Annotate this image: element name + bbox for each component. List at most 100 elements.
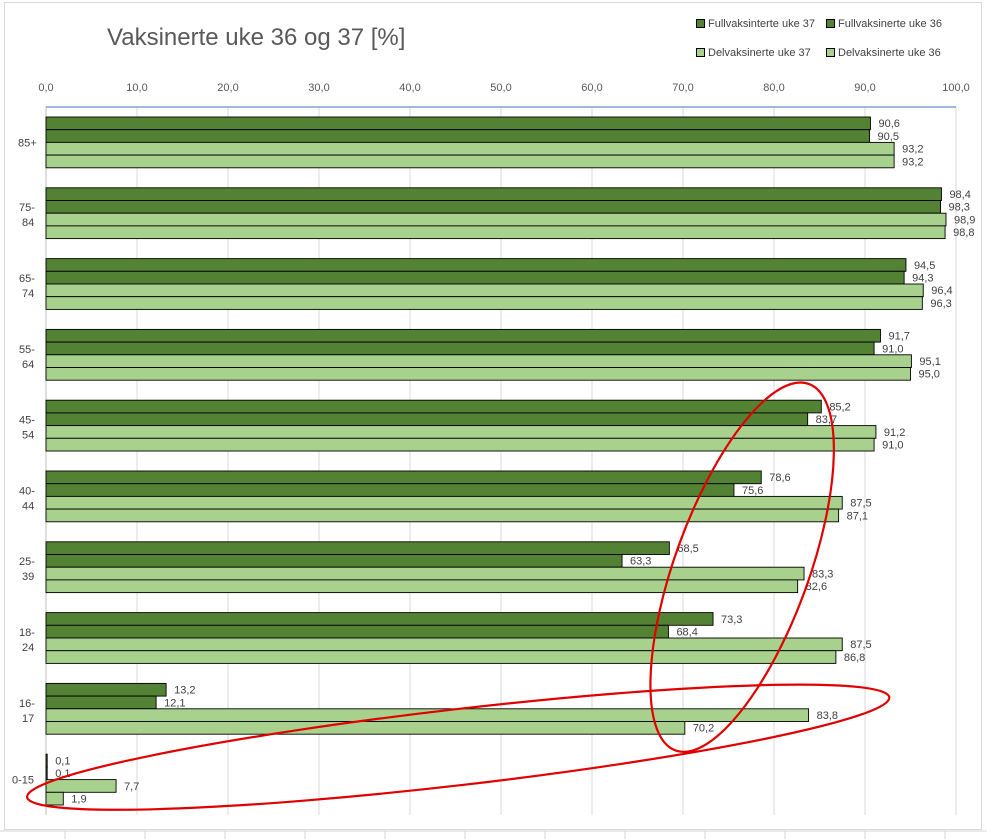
data-label: 83,8 <box>817 710 838 722</box>
bar <box>45 200 941 214</box>
data-label: 90,6 <box>878 118 899 130</box>
legend-item: Delvaksinerte uke 37 <box>696 47 811 59</box>
bar <box>45 554 623 568</box>
bar <box>45 508 840 523</box>
data-label: 98,8 <box>953 227 974 239</box>
data-label: 82,6 <box>806 581 827 593</box>
bar <box>45 283 924 298</box>
bar <box>45 779 117 793</box>
annotation-ellipse <box>649 381 835 753</box>
category-label: 44 <box>22 500 34 512</box>
data-label: 98,9 <box>954 214 975 226</box>
legend-label: Fullvaksinterte uke 37 <box>708 18 815 30</box>
data-label: 98,4 <box>949 189 970 201</box>
chart-title: Vaksinerte uke 36 og 37 [%] <box>107 24 406 51</box>
bar <box>45 412 809 427</box>
data-label: 0,1 <box>55 755 70 767</box>
bar <box>45 296 923 310</box>
legend-label: Delvaksinerte uke 36 <box>838 47 941 59</box>
data-label: 86,8 <box>844 652 865 664</box>
data-label: 75,6 <box>742 485 763 497</box>
bar <box>45 624 669 639</box>
category-label: 54 <box>22 430 34 442</box>
data-label: 68,5 <box>677 543 698 555</box>
data-label: 68,4 <box>676 627 697 639</box>
data-label: 87,1 <box>847 510 868 522</box>
category-label: 55- <box>19 344 35 356</box>
x-tick-label: 70,0 <box>672 82 693 94</box>
category-label: 16- <box>19 698 35 710</box>
category-label: 18- <box>19 627 35 639</box>
bar <box>45 470 762 485</box>
x-tick-label: 60,0 <box>581 82 602 94</box>
bar <box>45 612 714 626</box>
bar <box>45 212 947 227</box>
data-label: 70,2 <box>693 723 714 735</box>
data-label: 93,2 <box>902 144 923 156</box>
x-tick-label: 50,0 <box>490 82 511 94</box>
data-label: 12,1 <box>164 697 185 709</box>
data-label: 78,6 <box>769 472 790 484</box>
category-label: 74 <box>22 288 34 300</box>
bar <box>45 495 843 510</box>
category-label: 64 <box>22 359 34 371</box>
bar <box>45 258 907 272</box>
category-label: 85+ <box>18 137 37 149</box>
data-label: 98,3 <box>949 202 970 214</box>
data-label: 83,3 <box>812 568 833 580</box>
bar <box>45 766 48 781</box>
x-tick-label: 20,0 <box>217 82 238 94</box>
category-label: 24 <box>22 642 34 654</box>
bar <box>45 753 48 768</box>
bar <box>45 225 946 240</box>
legend-swatch <box>696 48 705 57</box>
category-label: 45- <box>19 415 35 427</box>
legend-swatch <box>826 19 835 28</box>
category-label: 39 <box>22 571 34 583</box>
bar <box>45 566 805 581</box>
category-label: 25- <box>19 556 35 568</box>
bar <box>45 116 871 131</box>
bar <box>45 425 877 439</box>
data-label: 91,0 <box>882 343 903 355</box>
x-tick-label: 40,0 <box>399 82 420 94</box>
data-label: 96,4 <box>931 285 952 297</box>
bar <box>45 695 157 710</box>
data-label: 13,2 <box>174 685 195 697</box>
bar <box>45 650 837 664</box>
bar <box>45 437 875 452</box>
data-label: 96,3 <box>930 298 951 310</box>
bar <box>45 154 895 169</box>
x-tick-label: 30,0 <box>308 82 329 94</box>
bar <box>45 270 905 285</box>
x-tick-label: 90,0 <box>854 82 875 94</box>
category-label: 65- <box>19 273 35 285</box>
legend-swatch <box>826 48 835 57</box>
data-label: 87,5 <box>850 639 871 651</box>
data-label: 91,0 <box>882 440 903 452</box>
data-label: 95,1 <box>919 356 940 368</box>
data-label: 7,7 <box>124 781 139 793</box>
bar <box>45 682 167 697</box>
data-label: 63,3 <box>630 556 651 568</box>
bar <box>45 354 912 368</box>
bar <box>45 708 810 722</box>
bar <box>45 399 822 414</box>
legend-swatch <box>696 19 705 28</box>
data-label: 94,3 <box>912 273 933 285</box>
bar <box>45 721 686 735</box>
bar <box>45 187 942 201</box>
category-label: 75- <box>19 202 35 214</box>
bar <box>45 328 881 343</box>
legend-item: Fullvaksinerte uke 36 <box>826 18 942 30</box>
x-tick-label: 0,0 <box>38 82 53 94</box>
data-label: 91,7 <box>888 331 909 343</box>
category-label: 40- <box>19 485 35 497</box>
bar <box>45 341 875 356</box>
category-label: 84 <box>22 217 34 229</box>
data-label: 1,9 <box>71 794 86 806</box>
annotation-ellipse <box>25 683 891 811</box>
bar <box>45 579 799 594</box>
